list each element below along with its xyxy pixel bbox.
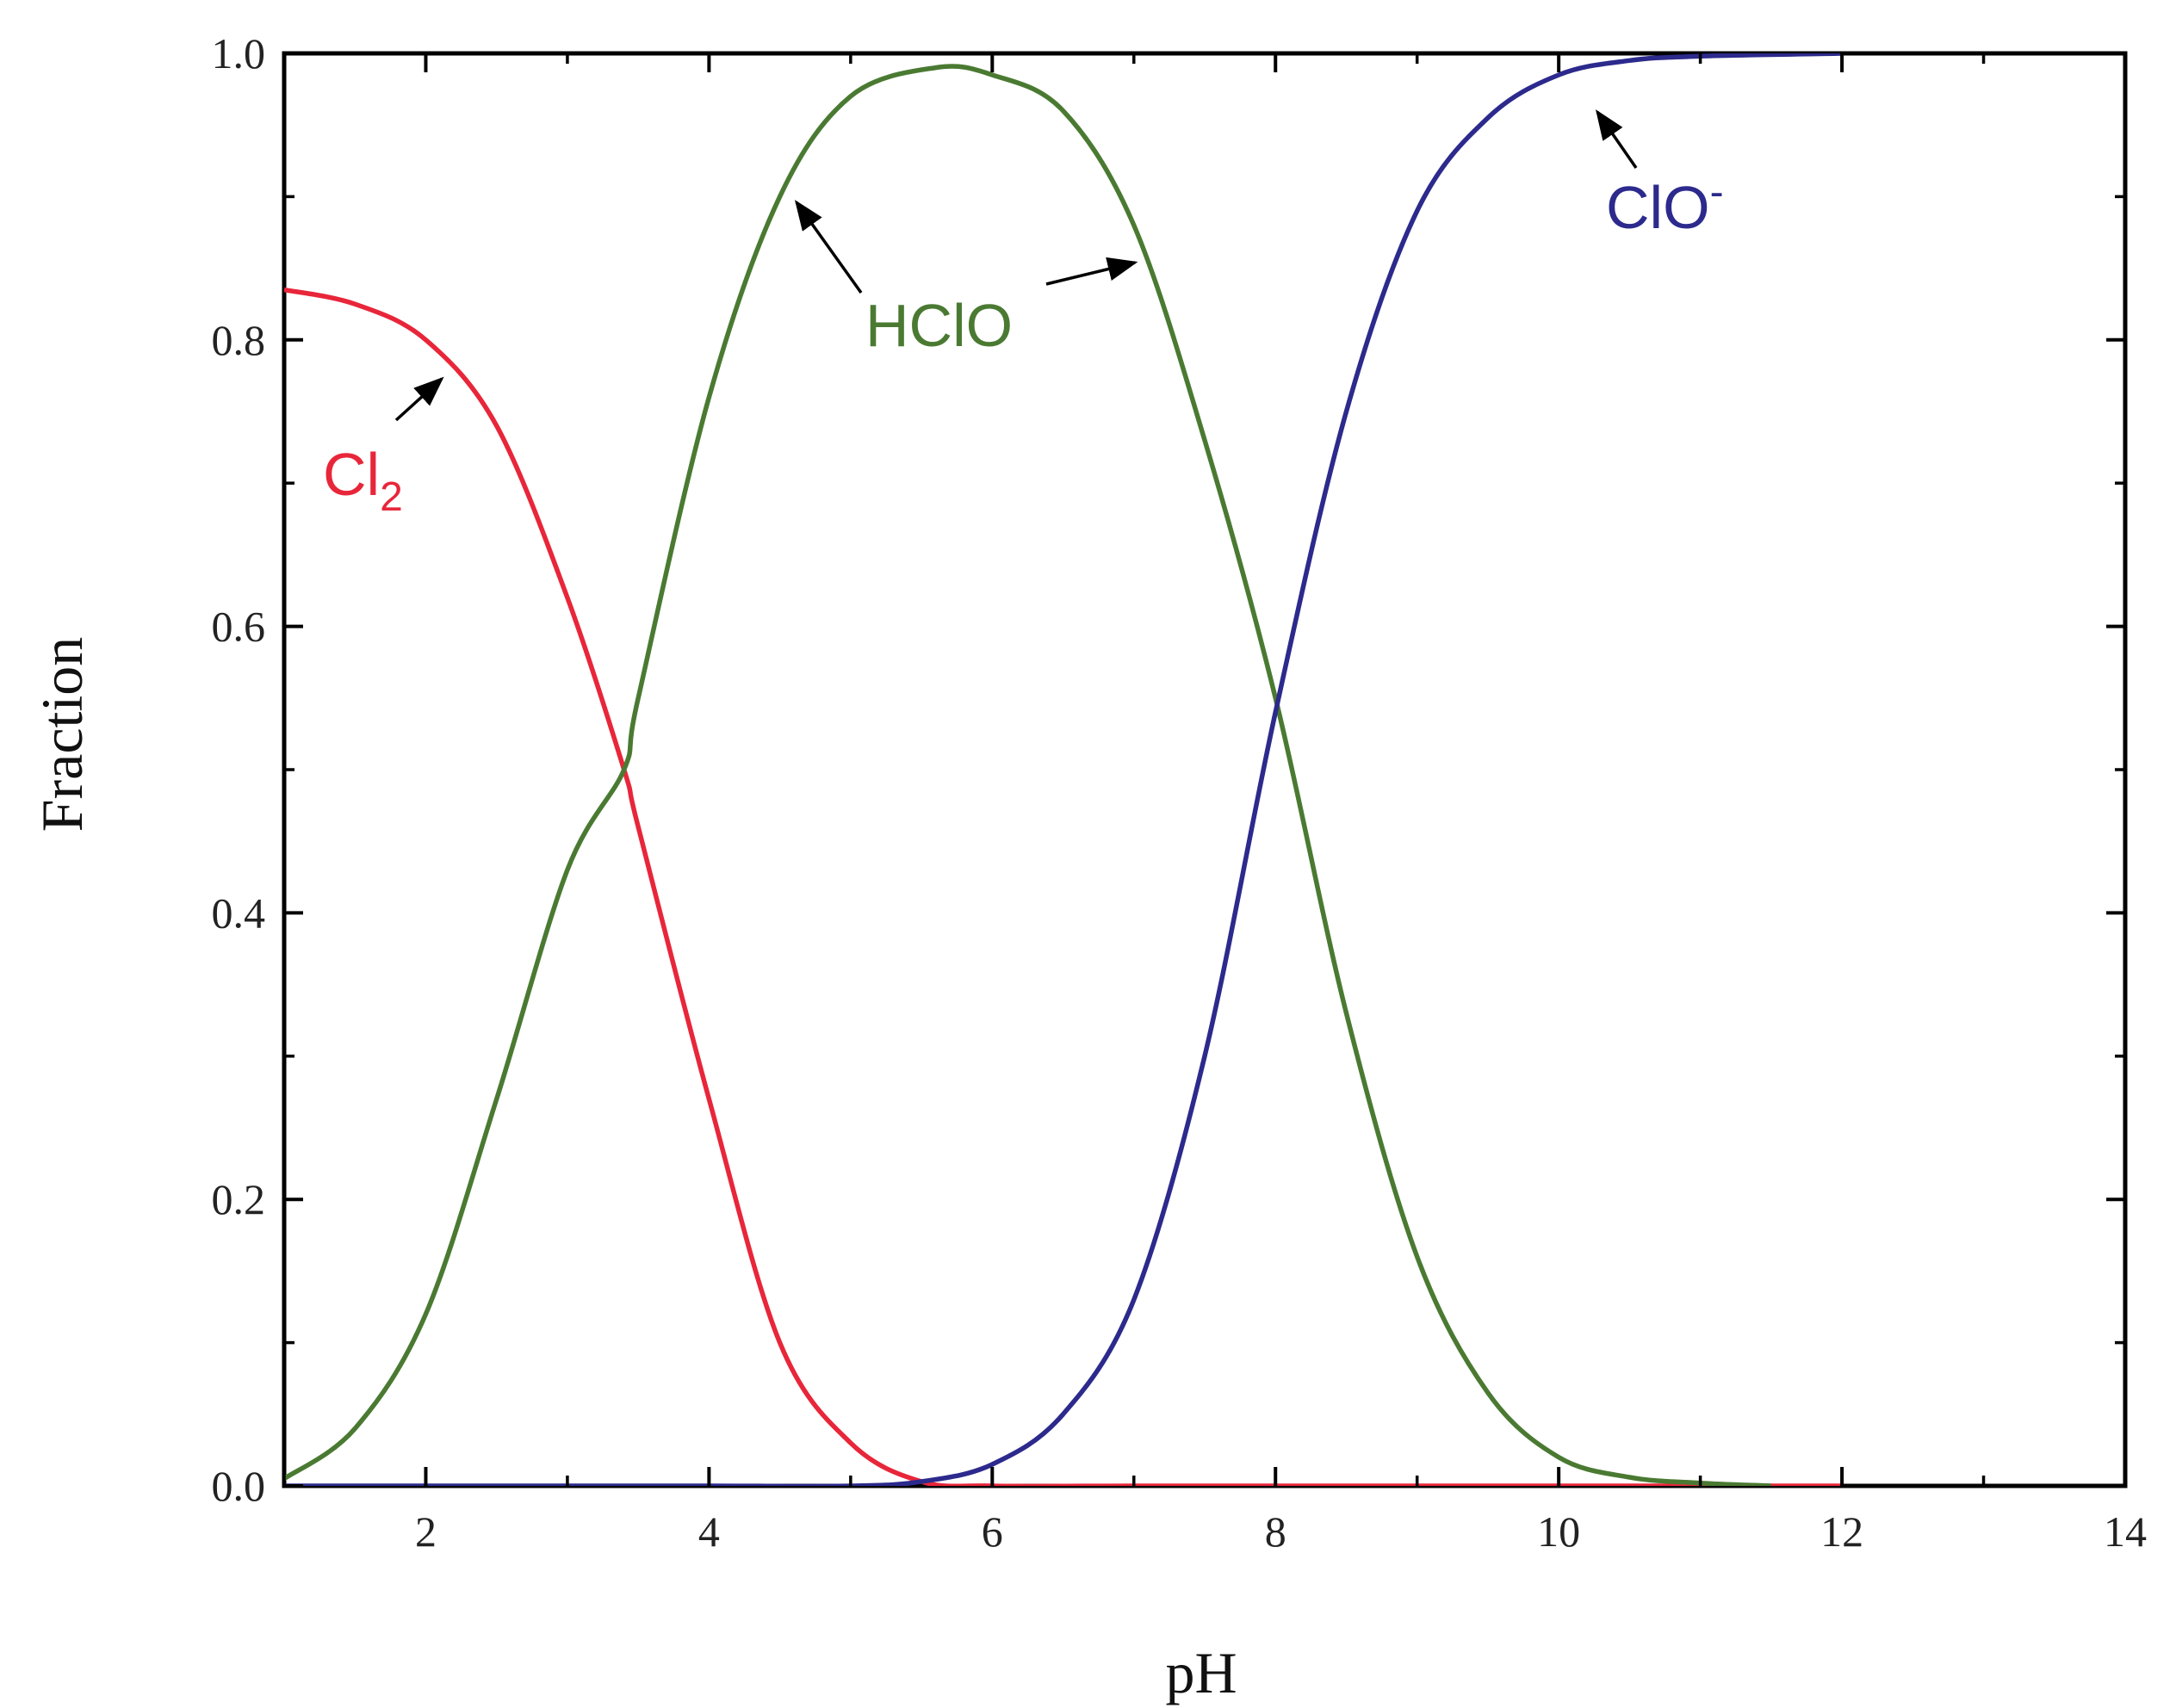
y-tick-label: 0.6 <box>212 603 266 651</box>
x-tick-label: 4 <box>698 1507 720 1556</box>
x-tick-label: 6 <box>982 1507 1003 1556</box>
ticks-layer <box>282 52 2127 1488</box>
annotation-hclo-arrow-left <box>794 200 863 294</box>
annotation-cl2-subscript: 2 <box>380 474 403 520</box>
x-tick-label: 2 <box>415 1507 437 1556</box>
y-tick-label: 0.0 <box>212 1462 266 1510</box>
annotation-clo-text: ClO <box>1606 174 1710 241</box>
annotation-cl2: Cl2 <box>323 376 444 520</box>
annotation-hclo-label: HClO <box>865 292 1013 359</box>
y-tick-label: 0.8 <box>212 316 266 364</box>
x-tick-label: 12 <box>1820 1507 1863 1556</box>
annotation-clo-label: ClO- <box>1606 170 1724 241</box>
x-axis-title: pH <box>1165 1640 1237 1705</box>
y-tick-label: 1.0 <box>212 29 266 77</box>
x-tick-label: 8 <box>1265 1507 1286 1556</box>
series-line-0 <box>284 287 1843 1486</box>
annotation-cl2-arrow <box>394 376 444 422</box>
annotation-clo: ClO- <box>1596 109 1724 241</box>
annotation-hclo: HClO <box>794 200 1138 359</box>
series-layer <box>284 53 1843 1486</box>
y-tick-label: 0.2 <box>212 1175 266 1223</box>
labels-layer: 2 4 6 8 10 12 14 0.0 0.2 0.4 0.6 0.8 1.0 <box>212 29 2148 1556</box>
annotation-hclo-arrow-right <box>1045 257 1138 286</box>
x-tick-label: 10 <box>1537 1507 1580 1556</box>
x-tick-label: 14 <box>2104 1507 2147 1556</box>
annotation-cl2-text: Cl <box>323 441 380 508</box>
series-line-1 <box>284 64 1771 1486</box>
plot-area <box>282 51 2128 1488</box>
annotation-cl2-label: Cl2 <box>323 441 403 520</box>
plot-frame <box>282 51 2128 1488</box>
annotation-clo-arrow <box>1596 109 1638 169</box>
annotation-clo-superscript: - <box>1710 170 1724 215</box>
y-axis-title: Fraction <box>29 637 95 832</box>
y-tick-label: 0.4 <box>212 888 266 937</box>
series-line-2 <box>284 53 1843 1486</box>
